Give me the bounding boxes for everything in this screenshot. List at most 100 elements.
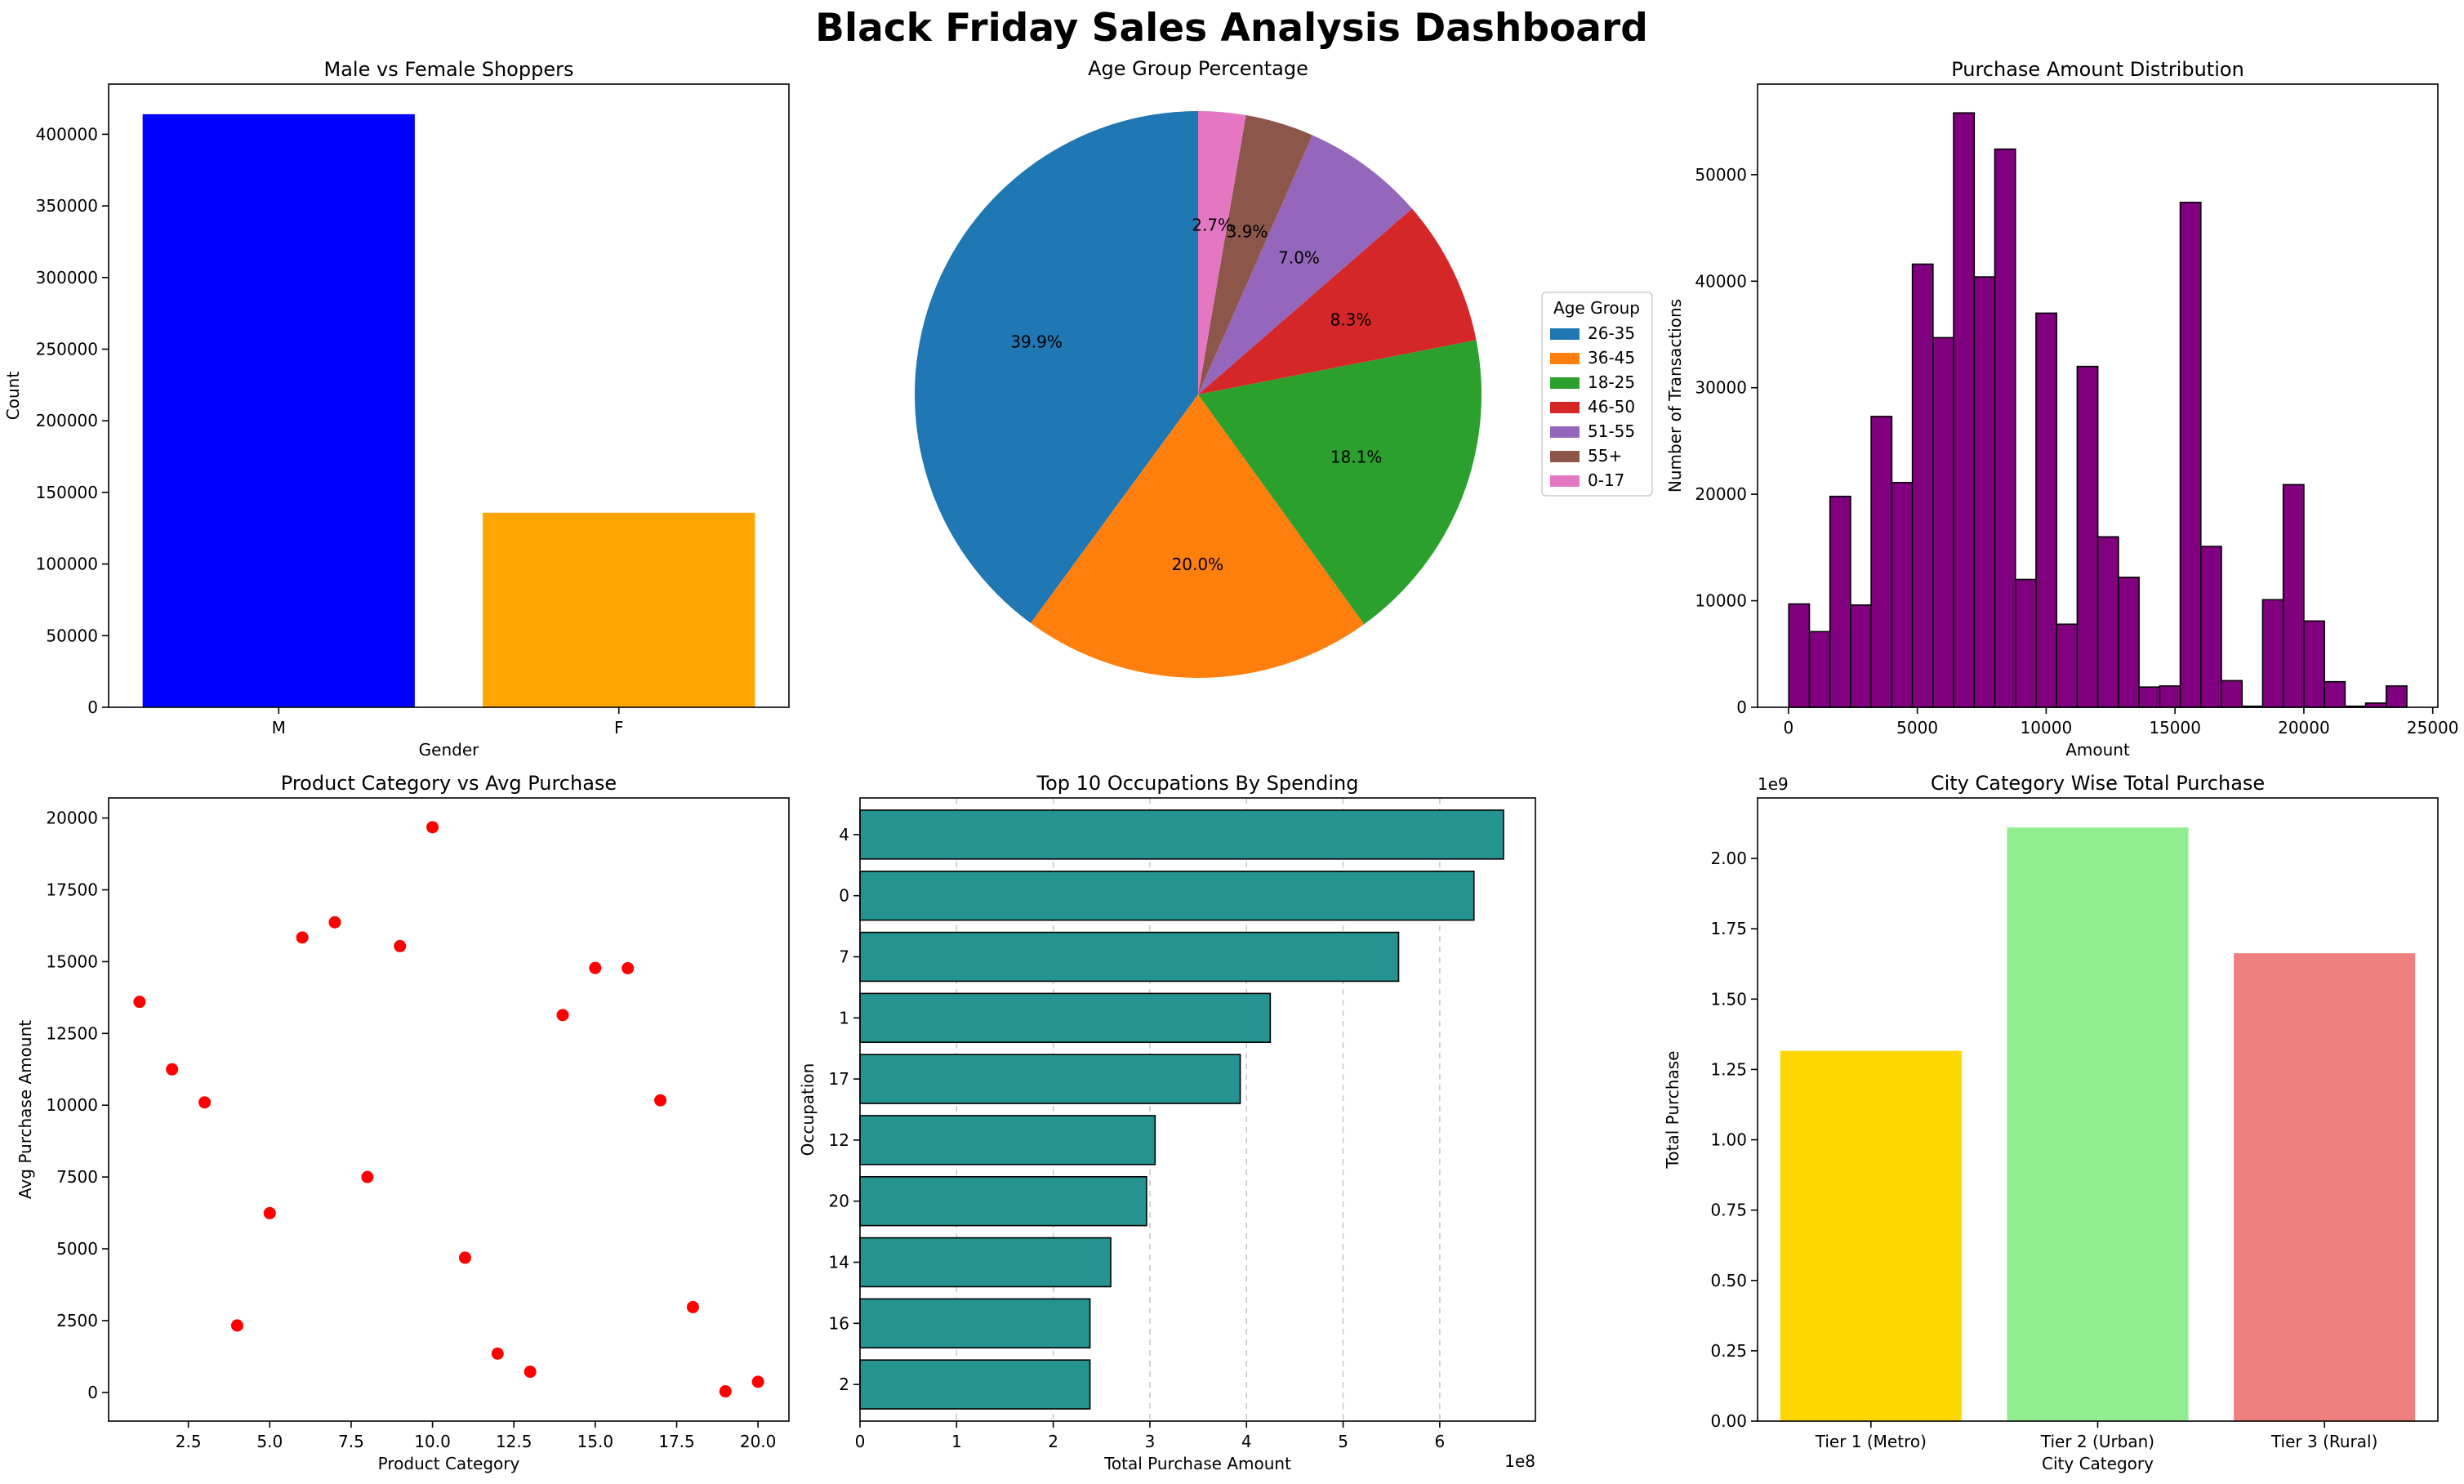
purchase-histogram-y-tick-label: 20000 [1695,484,1747,504]
city-chart-y-tick-label: 2.00 [1710,849,1747,868]
gender-chart-y-tick-label: 300000 [36,268,98,287]
gender-chart-x-axis-label: Gender [419,740,479,760]
age-pie-chart-legend-label: 18-25 [1588,372,1635,392]
category-scatter-axes-frame [108,797,790,1422]
occupation-chart-x-tick-label: 6 [1435,1432,1446,1451]
category-scatter-x-tick-label: 20.0 [740,1432,777,1451]
purchase-histogram-bin [2118,577,2140,708]
purchase-histogram-bin [1932,336,1954,708]
age-pie-chart-pct-label: 18.1% [1330,447,1383,466]
purchase-histogram-bin [2179,201,2202,708]
age-pie-chart-pct-label: 8.3% [1330,310,1372,330]
category-scatter-x-tick-label: 12.5 [496,1432,532,1451]
category-scatter-point [589,961,602,974]
gender-chart-y-tick-label: 150000 [36,483,98,502]
purchase-histogram-y-tick-label: 40000 [1695,271,1747,291]
occupation-chart-y-tick-label: 2 [839,1375,849,1394]
gender-chart-x-tick-label: M [272,718,286,738]
category-scatter-point [133,996,146,1009]
gender-chart-bar [142,114,415,708]
age-pie-chart-legend-swatch [1550,451,1580,462]
gender-chart-axes-frame [108,83,790,708]
category-scatter-point [296,931,309,944]
occupation-chart-bar [859,1298,1091,1349]
city-chart-y-tick-label: 1.75 [1710,919,1747,938]
category-scatter-point [622,962,635,975]
purchase-histogram-y-tick-label: 50000 [1695,165,1747,185]
age-pie-chart-slice [1030,394,1365,678]
city-chart-bar [2234,953,2416,1421]
gender-chart: M F 0 50000 100000 150000 200000 250000 300000 35… [3,58,790,760]
occupation-chart-y-tick-label: 17 [829,1069,849,1089]
city-chart-x-tick-label: Tier 2 (Urban) [2040,1432,2154,1451]
occupation-chart-x-tick-label: 4 [1241,1432,1252,1451]
age-pie-chart-slice [1198,135,1412,395]
occupation-chart-bar [859,870,1475,921]
age-pie-chart-legend-label: 51-55 [1588,421,1635,441]
city-chart-y-offset-label: 1e9 [1758,774,1789,794]
category-scatter-x-tick-label: 5.0 [256,1432,283,1451]
gender-chart-y-tick-label: 400000 [36,124,98,144]
age-pie-chart-slice [1198,208,1477,394]
category-scatter-point [166,1063,179,1076]
age-pie-chart-legend-label: 0-17 [1588,470,1624,490]
category-scatter-title: Product Category vs Avg Purchase [281,772,617,795]
occupation-chart-y-tick-label: 16 [829,1313,849,1333]
occupation-chart-y-tick-label: 12 [829,1130,849,1150]
age-pie-chart-pct-label: 2.7% [1192,216,1233,235]
category-scatter-point [719,1385,732,1398]
category-scatter-y-tick-label: 10000 [46,1095,98,1115]
gender-chart-y-tick-label: 0 [87,697,98,717]
gender-chart-title: Male vs Female Shoppers [324,58,574,81]
age-pie-chart-legend-label: 36-45 [1588,348,1635,368]
category-scatter-point [556,1009,569,1022]
occupation-chart-y-axis-label: Occupation [798,1063,818,1156]
city-chart-y-tick-label: 1.00 [1710,1130,1747,1150]
occupation-chart-y-tick-label: 4 [839,825,849,844]
age-pie-chart-legend-swatch [1550,402,1580,413]
city-chart-y-tick-label: 0.50 [1710,1271,1747,1290]
purchase-histogram-x-tick-label: 15000 [2149,718,2201,738]
category-scatter-x-tick-label: 15.0 [577,1432,614,1451]
category-scatter-y-tick-label: 7500 [56,1167,98,1187]
city-chart-x-axis-label: City Category [2042,1454,2154,1473]
category-scatter-point [198,1096,212,1109]
city-chart-bar [2007,827,2189,1421]
age-pie-chart-legend-swatch [1550,426,1580,438]
occupation-chart-bar [859,992,1272,1044]
purchase-histogram-bin [2138,686,2161,708]
age-pie-chart-slice [1198,114,1312,394]
occupation-chart-y-tick-label: 14 [829,1253,849,1272]
age-pie-chart-legend: Age Group 26-35 36-45 18-25 46-50 51-55 55+ 0-1… [1541,292,1653,497]
occupation-chart-bar [859,1115,1156,1165]
category-scatter-point [654,1094,667,1107]
category-scatter-y-tick-label: 5000 [56,1239,98,1259]
purchase-histogram-x-axis-label: Amount [2065,740,2130,760]
purchase-histogram-bin [1829,495,1851,708]
age-pie-chart: Age Group Percentage 39.9% 20.0% 18.1% 8.3% 7… [915,57,1653,678]
category-scatter-y-axis-label: Avg Purchase Amount [16,1020,35,1199]
purchase-histogram-bin [2035,312,2057,708]
purchase-histogram-bin [1788,603,1811,708]
category-scatter-point [230,1319,243,1332]
purchase-histogram-x-tick-label: 25000 [2407,718,2459,738]
occupation-chart-x-tick-label: 1 [951,1432,962,1451]
purchase-histogram-bin [1994,148,2016,708]
purchase-histogram-x-tick-label: 10000 [2021,718,2073,738]
category-scatter-point [328,916,341,929]
category-scatter-x-axis-label: Product Category [378,1454,520,1473]
purchase-histogram-y-tick-label: 0 [1736,697,1747,717]
occupation-chart-y-tick-label: 0 [839,886,849,906]
occupation-chart-x-tick-label: 5 [1338,1432,1348,1451]
purchase-histogram-x-tick-label: 0 [1783,718,1793,738]
age-pie-chart-legend-swatch [1550,328,1580,340]
occupation-chart-bar [859,1359,1091,1410]
age-pie-chart-pct-label: 20.0% [1172,555,1224,574]
city-chart-x-tick-label: Tier 3 (Rural) [2270,1432,2377,1451]
gender-chart-x-tick-label: F [614,718,624,738]
purchase-histogram-y-axis-label: Number of Transactions [1665,299,1685,492]
occupation-chart-bar [859,1237,1112,1288]
age-pie-chart-slice [1198,111,1246,394]
category-scatter-y-tick-label: 0 [87,1383,98,1402]
city-chart: Tier 1 (Metro) Tier 2 (Urban) Tier 3 (Rura… [1663,772,2439,1473]
